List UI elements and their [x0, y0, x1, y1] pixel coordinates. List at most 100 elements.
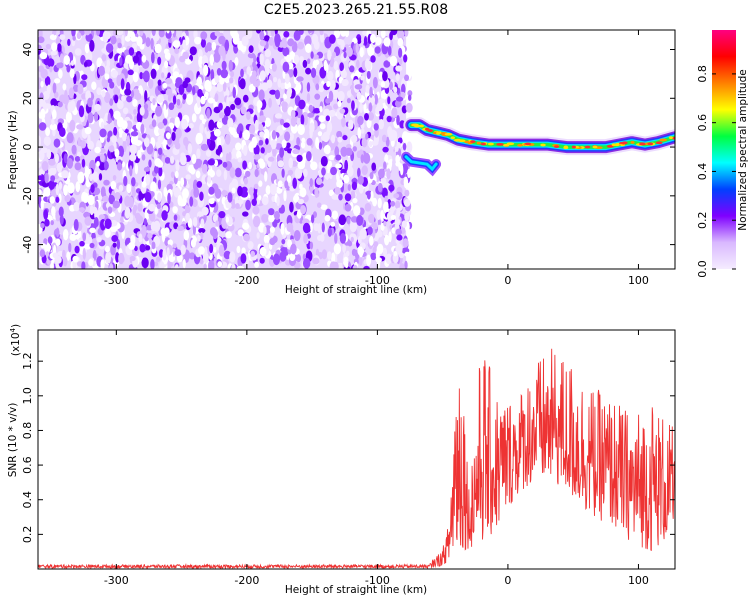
noise-cell: [366, 190, 371, 200]
noise-cell: [338, 193, 343, 201]
noise-cell: [99, 153, 105, 163]
noise-cell: [53, 138, 61, 148]
noise-cell: [188, 252, 196, 260]
noise-cell: [104, 160, 109, 171]
noise-cell: [385, 136, 390, 147]
noise-cell: [300, 114, 305, 126]
noise-cell: [300, 205, 307, 215]
noise-cell: [222, 161, 228, 168]
noise-cell: [130, 131, 139, 137]
noise-cell: [277, 98, 281, 106]
noise-cell: [229, 166, 236, 179]
noise-cell: [344, 203, 352, 212]
noise-cell: [264, 58, 271, 70]
noise-cell: [330, 166, 337, 176]
noise-cell: [377, 182, 383, 193]
noise-cell: [303, 168, 308, 178]
x-tick-label: -100: [365, 274, 390, 287]
noise-cell: [62, 229, 69, 241]
noise-cell: [107, 78, 113, 84]
noise-cell: [398, 163, 404, 172]
noise-cell: [158, 166, 163, 177]
noise-cell: [184, 58, 192, 65]
spectrogram-y-axis-label: Frequency (Hz): [7, 110, 19, 189]
noise-cell: [72, 35, 76, 41]
noise-cell: [344, 107, 349, 114]
noise-cell: [242, 160, 248, 170]
x-tick-label: -200: [234, 274, 259, 287]
noise-cell: [328, 109, 336, 117]
noise-cell: [296, 154, 303, 162]
noise-cell: [274, 33, 281, 45]
noise-cell: [254, 168, 259, 178]
noise-cell: [324, 172, 331, 179]
noise-cell: [129, 144, 137, 155]
noise-cell: [284, 180, 288, 189]
noise-cell: [192, 198, 198, 208]
noise-cell: [263, 35, 270, 41]
noise-cell: [205, 150, 212, 157]
signal-hotspot: [411, 123, 419, 127]
noise-cell: [143, 218, 148, 227]
noise-cell: [227, 117, 234, 129]
noise-cell: [54, 255, 62, 264]
noise-cell: [88, 259, 94, 266]
noise-cell: [407, 90, 413, 97]
noise-cell: [38, 175, 45, 181]
noise-cell: [240, 68, 244, 78]
noise-cell: [38, 149, 45, 161]
noise-cell: [109, 145, 115, 153]
noise-cell: [153, 126, 161, 137]
noise-cell: [361, 165, 368, 176]
noise-cell: [383, 220, 387, 227]
signal-hotspot: [639, 142, 647, 146]
noise-cell: [242, 94, 249, 103]
noise-cell: [339, 30, 348, 37]
noise-cell: [174, 170, 179, 179]
noise-cell: [221, 101, 227, 110]
noise-cell: [136, 36, 143, 47]
noise-cell: [306, 137, 313, 146]
secondary-trace-band: [404, 155, 438, 172]
noise-cell: [258, 194, 262, 201]
noise-cell: [404, 212, 410, 222]
noise-cell: [346, 216, 351, 225]
noise-cell: [57, 43, 62, 53]
noise-cell: [151, 30, 156, 37]
noise-cell: [344, 262, 349, 269]
signal-hotspot: [606, 144, 614, 148]
noise-cell: [107, 112, 111, 125]
noise-cell: [168, 102, 175, 111]
noise-cell: [92, 249, 97, 261]
noise-cell: [124, 88, 132, 96]
noise-cell: [154, 158, 162, 167]
colorbar-tick-label: 0.0: [696, 260, 709, 278]
x-tick-label: 0: [504, 274, 511, 287]
noise-cell: [101, 90, 106, 98]
noise-cell: [401, 220, 407, 228]
noise-cell: [167, 192, 171, 205]
noise-cell: [86, 232, 90, 243]
noise-cell: [339, 62, 344, 72]
noise-cell: [98, 214, 105, 220]
noise-cell: [243, 144, 248, 157]
noise-cell: [289, 201, 294, 213]
noise-cell: [162, 118, 168, 126]
noise-cell: [399, 263, 406, 269]
noise-cell: [104, 245, 110, 253]
noise-cell: [306, 82, 311, 93]
noise-cell: [112, 200, 121, 209]
noise-cell: [141, 181, 147, 188]
noise-cell: [283, 30, 290, 38]
noise-cell: [227, 192, 233, 203]
noise-cell: [109, 226, 118, 233]
noise-cell: [45, 251, 50, 257]
noise-cell: [384, 234, 390, 246]
noise-cell: [105, 43, 114, 53]
noise-cell: [398, 47, 403, 58]
noise-cell: [48, 180, 55, 190]
noise-cell: [56, 162, 63, 173]
noise-cell: [388, 184, 395, 192]
noise-cell: [181, 118, 188, 130]
noise-cell: [382, 71, 388, 82]
